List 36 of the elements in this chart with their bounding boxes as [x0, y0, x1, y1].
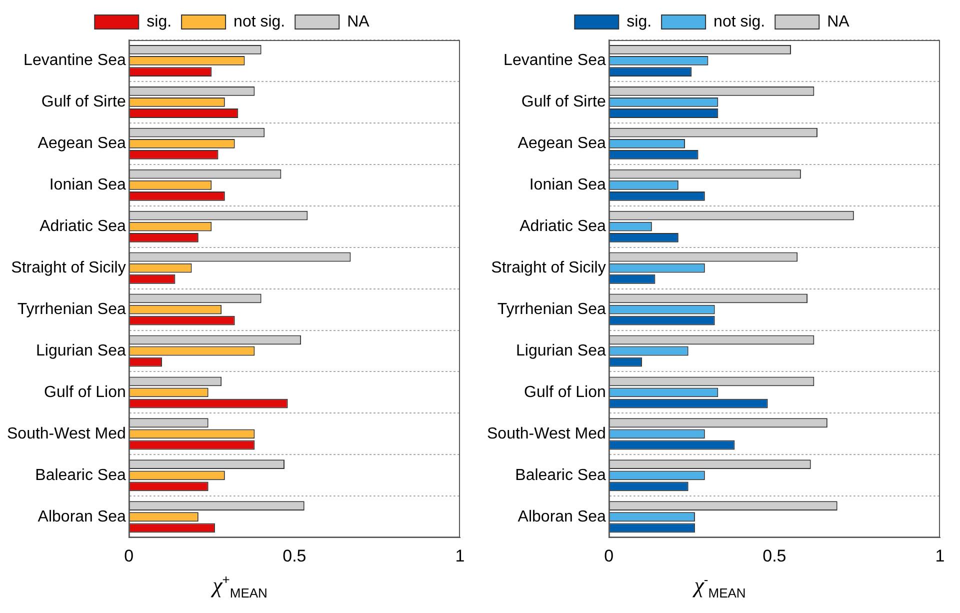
y-tick-label: Gulf of Sirte [521, 94, 606, 111]
legend-label: not sig. [234, 13, 286, 30]
y-tick-label: Aegean Sea [518, 135, 606, 152]
y-tick-label: Gulf of Lion [524, 384, 606, 401]
y-tick-label: South-West Med [6, 425, 126, 442]
legend-label: NA [347, 13, 370, 30]
y-tick-label: Straight of Sicily [491, 259, 606, 276]
y-tick-label: Balearic Sea [515, 466, 606, 484]
y-tick-label: Gulf of Lion [44, 384, 126, 401]
y-tick-label: Alboran Sea [518, 508, 606, 526]
legend-label: sig. [146, 13, 172, 30]
y-tick-label: Straight of Sicily [11, 259, 126, 276]
y-tick-label: Ligurian Sea [516, 342, 606, 360]
y-tick-label: Ligurian Sea [36, 342, 126, 360]
y-tick-label: South-West Med [486, 425, 606, 442]
y-tick-label: Alboran Sea [38, 508, 126, 526]
y-tick-label: Ionian Sea [49, 176, 126, 194]
y-tick-label: Levantine Sea [24, 52, 126, 70]
y-tick-label: Tyrrhenian Sea [497, 300, 606, 318]
y-tick-label: Gulf of Sirte [41, 94, 126, 111]
x-tick-label: 0 [124, 546, 134, 566]
legend-label: not sig. [714, 13, 766, 30]
y-tick-label: Aegean Sea [38, 135, 126, 152]
y-tick-label: Adriatic Sea [520, 218, 606, 236]
x-tick-label: 1 [935, 546, 945, 566]
y-tick-label: Levantine Sea [504, 52, 606, 70]
y-tick-label: Balearic Sea [35, 466, 126, 484]
legend-label: sig. [626, 13, 652, 30]
y-tick-label: Adriatic Sea [40, 218, 126, 236]
x-tick-label: 0.5 [762, 546, 786, 566]
x-tick-label: 1 [455, 546, 465, 566]
legend-label: NA [827, 13, 850, 30]
x-tick-label: 0 [604, 546, 614, 566]
y-tick-label: Ionian Sea [529, 176, 606, 194]
y-tick-label: Tyrrhenian Sea [17, 300, 126, 318]
x-tick-label: 0.5 [282, 546, 306, 566]
